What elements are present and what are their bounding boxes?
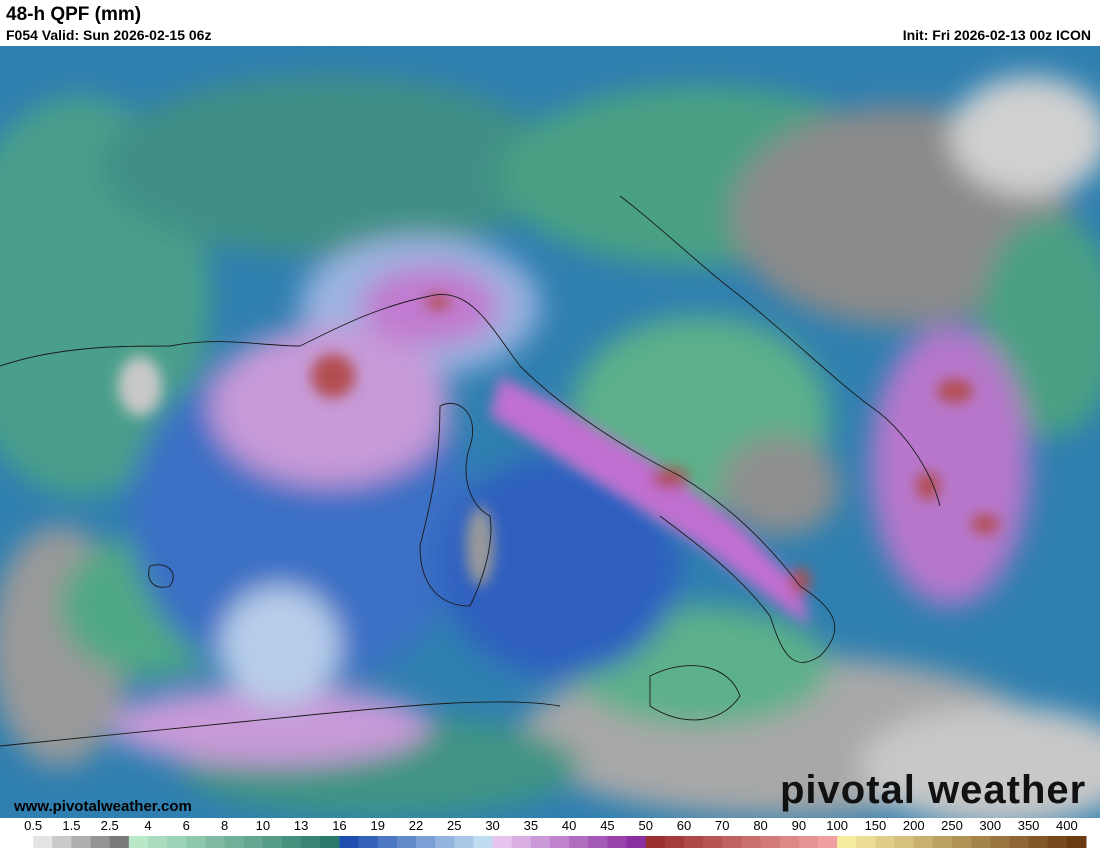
legend-swatch xyxy=(741,836,762,848)
legend-tick-label: 16 xyxy=(332,818,346,833)
legend-swatch xyxy=(684,836,704,848)
legend-swatch xyxy=(626,836,647,848)
legend-tick-label: 1.5 xyxy=(62,818,80,833)
legend-tick-label: 10 xyxy=(256,818,270,833)
legend-swatch xyxy=(90,836,111,848)
legend-swatch xyxy=(913,836,934,848)
legend-tick-label: 400 xyxy=(1056,818,1078,833)
watermark-brand: pivotal weather xyxy=(780,768,1087,812)
legend-swatch xyxy=(952,836,972,848)
legend-swatch xyxy=(492,836,513,848)
legend-swatch xyxy=(1047,836,1068,848)
legend-tick-label: 4 xyxy=(144,818,151,833)
legend-swatch xyxy=(856,836,876,848)
legend-swatch xyxy=(109,836,130,848)
legend-swatch xyxy=(990,836,1010,848)
legend-swatch xyxy=(569,836,589,848)
legend-swatch xyxy=(971,836,991,848)
legend-swatch xyxy=(837,836,857,848)
legend-tick-label: 2.5 xyxy=(101,818,119,833)
legend-swatch xyxy=(416,836,436,848)
legend-tick-label: 150 xyxy=(865,818,887,833)
legend-swatch xyxy=(473,836,494,848)
legend-swatch xyxy=(358,836,379,848)
legend-tick-label: 100 xyxy=(826,818,848,833)
legend-swatch xyxy=(932,836,953,848)
legend-swatch xyxy=(645,836,666,848)
legend-swatch xyxy=(186,836,206,848)
legend-swatch xyxy=(33,836,53,848)
watermark-url: www.pivotalweather.com xyxy=(14,798,192,815)
legend-swatch xyxy=(339,836,360,848)
legend-swatch xyxy=(1066,836,1087,848)
legend-swatch xyxy=(607,836,628,848)
legend-swatch xyxy=(243,836,264,848)
legend-swatch xyxy=(798,836,819,848)
legend-tick-label: 8 xyxy=(221,818,228,833)
legend-swatch xyxy=(301,836,321,848)
legend-swatch xyxy=(511,836,532,848)
legend-swatch xyxy=(14,836,34,848)
map-title: 48-h QPF (mm) xyxy=(6,4,142,25)
legend-swatch xyxy=(224,836,245,848)
legend-swatch xyxy=(664,836,685,848)
legend-swatch xyxy=(722,836,742,848)
legend-swatch xyxy=(282,836,302,848)
legend-swatch xyxy=(703,836,723,848)
legend-swatch xyxy=(818,836,838,848)
legend-tick-label: 35 xyxy=(524,818,538,833)
legend-swatch xyxy=(779,836,800,848)
legend-swatch xyxy=(1009,836,1030,848)
legend-swatch xyxy=(52,836,72,848)
legend-swatch xyxy=(396,836,417,848)
legend-swatch xyxy=(1028,836,1049,848)
precip-map xyxy=(0,46,1100,818)
legend-tick-label: 50 xyxy=(638,818,652,833)
legend-swatch xyxy=(454,836,474,848)
legend-swatch xyxy=(550,836,570,848)
legend-tick-label: 25 xyxy=(447,818,461,833)
legend-tick-label: 90 xyxy=(792,818,806,833)
legend-swatch xyxy=(894,836,915,848)
legend-tick-label: 0.5 xyxy=(24,818,42,833)
legend-tick-label: 40 xyxy=(562,818,576,833)
legend-tick-label: 70 xyxy=(715,818,729,833)
legend-tick-label: 60 xyxy=(677,818,691,833)
legend-tick-label: 200 xyxy=(903,818,925,833)
legend-swatch xyxy=(128,836,149,848)
legend-tick-label: 45 xyxy=(600,818,614,833)
legend-tick-label: 80 xyxy=(753,818,767,833)
legend-swatch xyxy=(320,836,340,848)
precip-field xyxy=(0,46,1100,818)
legend-tick-label: 22 xyxy=(409,818,423,833)
coastlines xyxy=(0,195,941,747)
legend-swatch xyxy=(377,836,398,848)
legend-tick-label: 13 xyxy=(294,818,308,833)
valid-time: F054 Valid: Sun 2026-02-15 06z xyxy=(6,27,212,43)
legend-tick-label: 30 xyxy=(485,818,499,833)
legend-tick-label: 350 xyxy=(1018,818,1040,833)
legend-swatch xyxy=(760,836,781,848)
legend-swatch xyxy=(875,836,896,848)
legend-swatch xyxy=(205,836,226,848)
legend-tick-label: 6 xyxy=(183,818,190,833)
color-legend: 0.5 1.5 2.5 4 6 8 10 13 16 19 22 25 30 35 40 45 50 60 70 80… xyxy=(14,818,1087,848)
init-time: Init: Fri 2026-02-13 00z ICON xyxy=(902,27,1091,43)
legend-swatch xyxy=(148,836,168,848)
legend-swatch xyxy=(435,836,455,848)
legend-swatch xyxy=(71,836,92,848)
legend-swatch xyxy=(530,836,551,848)
legend-swatch xyxy=(262,836,283,848)
legend-tick-label: 19 xyxy=(370,818,384,833)
legend-swatch xyxy=(588,836,608,848)
legend-tick-label: 250 xyxy=(941,818,963,833)
legend-swatch xyxy=(167,836,187,848)
legend-tick-label: 300 xyxy=(979,818,1001,833)
